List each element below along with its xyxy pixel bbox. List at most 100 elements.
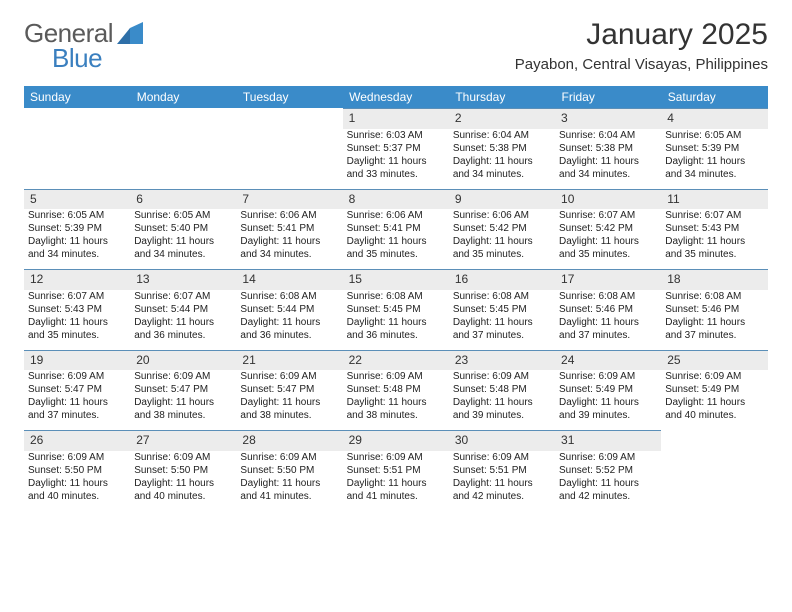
daylight-line-1: Daylight: 11 hours [240,235,338,248]
daylight-line-1: Daylight: 11 hours [28,477,126,490]
day-number [24,108,130,128]
weekday-header: Wednesday [343,86,449,108]
title-block: January 2025 Payabon, Central Visayas, P… [515,18,768,73]
daylight-line-2: and 34 minutes. [453,168,551,181]
day-cell: Sunrise: 6:04 AMSunset: 5:38 PMDaylight:… [555,129,661,189]
daylight-line-1: Daylight: 11 hours [453,477,551,490]
day-number: 22 [343,350,449,371]
daynum-cell: 1 [343,108,449,129]
sunrise-line: Sunrise: 6:09 AM [134,451,232,464]
daylight-line-2: and 35 minutes. [28,329,126,342]
sunrise-line: Sunrise: 6:09 AM [665,370,763,383]
day-body-row: Sunrise: 6:09 AMSunset: 5:47 PMDaylight:… [24,370,768,430]
day-number: 6 [130,189,236,210]
sunset-line: Sunset: 5:45 PM [453,303,551,316]
sunset-line: Sunset: 5:51 PM [453,464,551,477]
sunset-line: Sunset: 5:51 PM [347,464,445,477]
daylight-line-1: Daylight: 11 hours [453,316,551,329]
brand-text-blue: Blue [52,43,102,74]
daynum-cell: 6 [130,189,236,210]
day-number: 24 [555,350,661,371]
day-number: 27 [130,430,236,451]
sunset-line: Sunset: 5:52 PM [559,464,657,477]
daylight-line-1: Daylight: 11 hours [559,235,657,248]
daylight-line-2: and 41 minutes. [240,490,338,503]
daylight-line-1: Daylight: 11 hours [28,316,126,329]
weekday-header: Monday [130,86,236,108]
daynum-cell: 19 [24,350,130,371]
sunrise-line: Sunrise: 6:05 AM [665,129,763,142]
day-number: 2 [449,108,555,129]
daynum-cell: 22 [343,350,449,371]
daylight-line-1: Daylight: 11 hours [28,396,126,409]
daynum-cell: 10 [555,189,661,210]
daynum-cell: 15 [343,269,449,290]
daylight-line-1: Daylight: 11 hours [347,235,445,248]
sunrise-line: Sunrise: 6:08 AM [665,290,763,303]
day-number: 14 [236,269,342,290]
daylight-line-2: and 34 minutes. [240,248,338,261]
day-number: 26 [24,430,130,451]
day-cell: Sunrise: 6:09 AMSunset: 5:50 PMDaylight:… [236,451,342,511]
sunrise-line: Sunrise: 6:06 AM [453,209,551,222]
daynum-cell: 7 [236,189,342,210]
day-number: 17 [555,269,661,290]
daylight-line-2: and 37 minutes. [559,329,657,342]
day-cell: Sunrise: 6:08 AMSunset: 5:46 PMDaylight:… [661,290,767,350]
weekday-header: Saturday [661,86,767,108]
daylight-line-1: Daylight: 11 hours [134,316,232,329]
daylight-line-2: and 37 minutes. [665,329,763,342]
brand-logo: General Blue [24,18,143,74]
sunrise-line: Sunrise: 6:05 AM [134,209,232,222]
day-number: 20 [130,350,236,371]
day-cell: Sunrise: 6:07 AMSunset: 5:42 PMDaylight:… [555,209,661,269]
daylight-line-2: and 38 minutes. [134,409,232,422]
sunrise-line: Sunrise: 6:06 AM [347,209,445,222]
sunrise-line: Sunrise: 6:09 AM [134,370,232,383]
sunset-line: Sunset: 5:44 PM [134,303,232,316]
daylight-line-1: Daylight: 11 hours [665,235,763,248]
sunset-line: Sunset: 5:44 PM [240,303,338,316]
daylight-line-1: Daylight: 11 hours [559,477,657,490]
daylight-line-2: and 35 minutes. [347,248,445,261]
daylight-line-2: and 34 minutes. [134,248,232,261]
daylight-line-1: Daylight: 11 hours [28,235,126,248]
day-body-row: Sunrise: 6:05 AMSunset: 5:39 PMDaylight:… [24,209,768,269]
day-number: 10 [555,189,661,210]
daylight-line-1: Daylight: 11 hours [134,396,232,409]
daylight-line-2: and 35 minutes. [453,248,551,261]
day-number: 23 [449,350,555,371]
sunrise-line: Sunrise: 6:07 AM [559,209,657,222]
daynum-row: 12131415161718 [24,269,768,290]
sunrise-line: Sunrise: 6:09 AM [559,451,657,464]
sunrise-line: Sunrise: 6:09 AM [28,451,126,464]
day-cell [236,129,342,189]
sunset-line: Sunset: 5:37 PM [347,142,445,155]
day-cell: Sunrise: 6:05 AMSunset: 5:39 PMDaylight:… [661,129,767,189]
day-cell: Sunrise: 6:09 AMSunset: 5:47 PMDaylight:… [24,370,130,430]
sunrise-line: Sunrise: 6:09 AM [347,370,445,383]
daynum-cell: 18 [661,269,767,290]
day-cell: Sunrise: 6:05 AMSunset: 5:39 PMDaylight:… [24,209,130,269]
day-number: 7 [236,189,342,210]
day-number: 5 [24,189,130,210]
day-cell: Sunrise: 6:09 AMSunset: 5:51 PMDaylight:… [449,451,555,511]
sunset-line: Sunset: 5:43 PM [28,303,126,316]
sunrise-line: Sunrise: 6:09 AM [28,370,126,383]
sunrise-line: Sunrise: 6:09 AM [240,370,338,383]
day-number: 1 [343,108,449,129]
day-number: 21 [236,350,342,371]
sunset-line: Sunset: 5:50 PM [240,464,338,477]
daynum-cell: 5 [24,189,130,210]
sunset-line: Sunset: 5:48 PM [453,383,551,396]
day-number: 29 [343,430,449,451]
sunrise-line: Sunrise: 6:09 AM [453,451,551,464]
day-cell: Sunrise: 6:06 AMSunset: 5:41 PMDaylight:… [236,209,342,269]
daylight-line-2: and 38 minutes. [347,409,445,422]
daynum-cell: 31 [555,430,661,451]
day-number [130,108,236,128]
location: Payabon, Central Visayas, Philippines [515,56,768,73]
day-cell: Sunrise: 6:09 AMSunset: 5:52 PMDaylight:… [555,451,661,511]
daylight-line-2: and 40 minutes. [28,490,126,503]
daylight-line-1: Daylight: 11 hours [347,316,445,329]
